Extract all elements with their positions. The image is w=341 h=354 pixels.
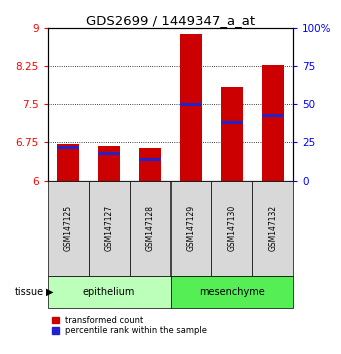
Bar <box>57 144 79 181</box>
Text: epithelium: epithelium <box>83 287 135 297</box>
Bar <box>48 276 170 308</box>
Legend: transformed count, percentile rank within the sample: transformed count, percentile rank withi… <box>52 316 207 335</box>
Text: GSM147127: GSM147127 <box>105 205 114 251</box>
Text: GSM147128: GSM147128 <box>146 205 154 251</box>
Text: GSM147129: GSM147129 <box>187 205 195 251</box>
Bar <box>139 148 161 181</box>
Bar <box>180 103 202 106</box>
Text: mesenchyme: mesenchyme <box>199 287 265 297</box>
Bar <box>89 181 130 276</box>
Text: GSM147132: GSM147132 <box>268 205 277 251</box>
Text: GSM147125: GSM147125 <box>64 205 73 251</box>
Bar <box>252 181 293 276</box>
Bar <box>130 181 170 276</box>
Text: GDS2699 / 1449347_a_at: GDS2699 / 1449347_a_at <box>86 14 255 27</box>
Bar <box>139 158 161 161</box>
Bar <box>262 114 284 116</box>
Bar <box>57 145 79 149</box>
Bar <box>262 65 284 181</box>
Bar <box>48 181 89 276</box>
Bar <box>98 152 120 155</box>
Bar <box>211 181 252 276</box>
Bar <box>98 146 120 181</box>
Bar <box>221 87 243 181</box>
Bar <box>180 34 202 181</box>
Bar <box>170 181 211 276</box>
Text: ▶: ▶ <box>46 287 54 297</box>
Bar <box>170 276 293 308</box>
Text: GSM147130: GSM147130 <box>227 205 236 251</box>
Text: tissue: tissue <box>15 287 44 297</box>
Bar <box>221 121 243 124</box>
